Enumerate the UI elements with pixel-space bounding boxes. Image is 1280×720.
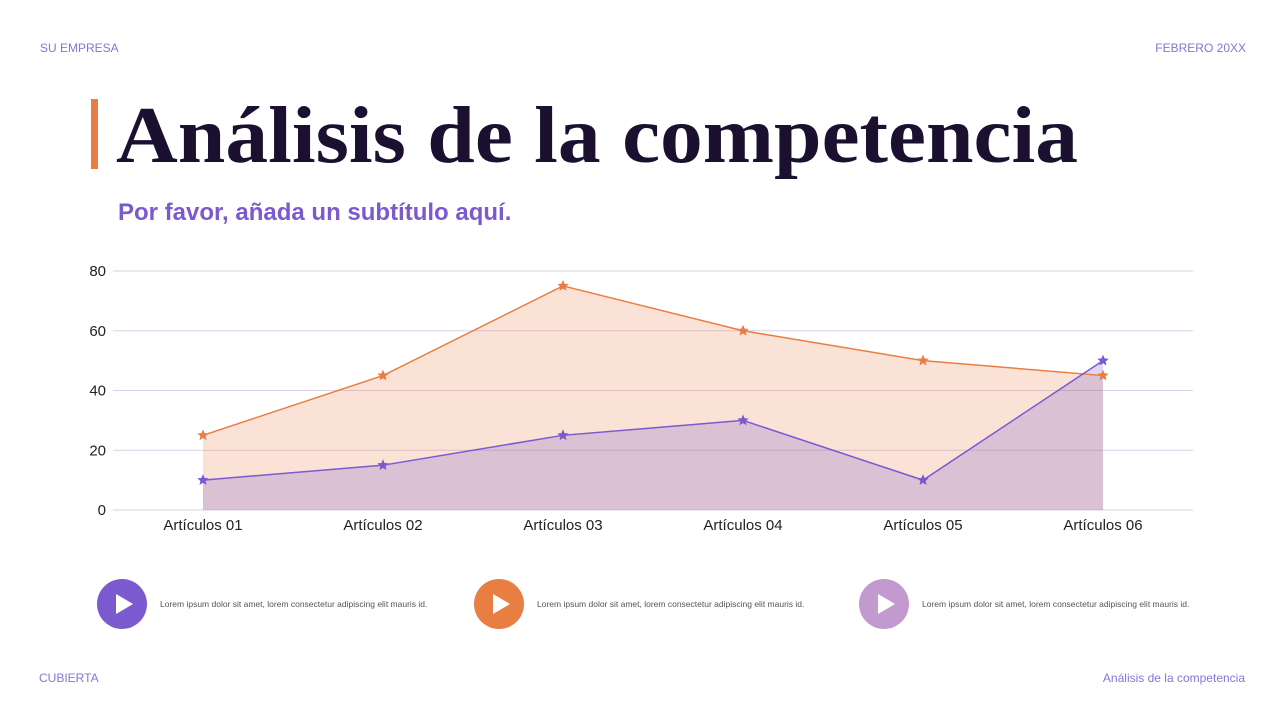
item-text: Lorem ipsum dolor sit amet, lorem consec… <box>922 599 1189 609</box>
footer-left: CUBIERTA <box>39 671 99 685</box>
footer-right: Análisis de la competencia <box>1103 671 1245 685</box>
line <box>202 285 1104 437</box>
x-tick-label: Artículos 03 <box>523 517 602 534</box>
y-tick-label: 60 <box>89 323 106 340</box>
marker <box>377 459 389 470</box>
y-tick-label: 80 <box>89 263 106 280</box>
play-triangle <box>878 594 895 614</box>
marker <box>1097 354 1109 366</box>
area <box>203 360 1103 510</box>
x-tick-label: Artículos 05 <box>883 517 962 534</box>
item-text: Lorem ipsum dolor sit amet, lorem consec… <box>537 599 804 609</box>
subtitle: Por favor, añada un subtítulo aquí. <box>118 199 511 226</box>
y-tick-label: 20 <box>89 442 106 459</box>
item-icon <box>97 579 147 629</box>
play-triangle <box>116 594 133 614</box>
x-tick-label: Artículos 02 <box>343 517 422 534</box>
area <box>203 285 1103 510</box>
x-tick-label: Artículos 01 <box>163 517 242 534</box>
item-text: Lorem ipsum dolor sit amet, lorem consec… <box>160 599 427 609</box>
item-icon <box>474 579 524 629</box>
play-triangle <box>493 594 510 614</box>
y-tick-label: 40 <box>89 383 106 400</box>
marker <box>557 279 569 291</box>
title: Análisis de la competencia <box>116 92 1078 180</box>
marker <box>557 429 569 441</box>
title-accent <box>91 99 98 169</box>
company: SU EMPRESA <box>40 41 119 55</box>
date: FEBRERO 20XX <box>1155 41 1246 55</box>
marker <box>1097 369 1109 381</box>
marker <box>737 414 749 426</box>
chart: 0 20 40 60 80 Artículos 01 Artículos 02 Artícul… <box>89 263 1193 534</box>
y-tick-label: 0 <box>98 502 106 519</box>
x-tick-label: Artículos 06 <box>1063 517 1142 534</box>
marker <box>737 324 749 336</box>
marker <box>377 369 389 381</box>
x-tick-label: Artículos 04 <box>703 517 782 534</box>
marker <box>917 474 929 485</box>
line <box>202 360 1104 481</box>
marker <box>197 429 209 441</box>
item-icon <box>859 579 909 629</box>
marker <box>917 354 929 366</box>
marker <box>197 474 209 485</box>
